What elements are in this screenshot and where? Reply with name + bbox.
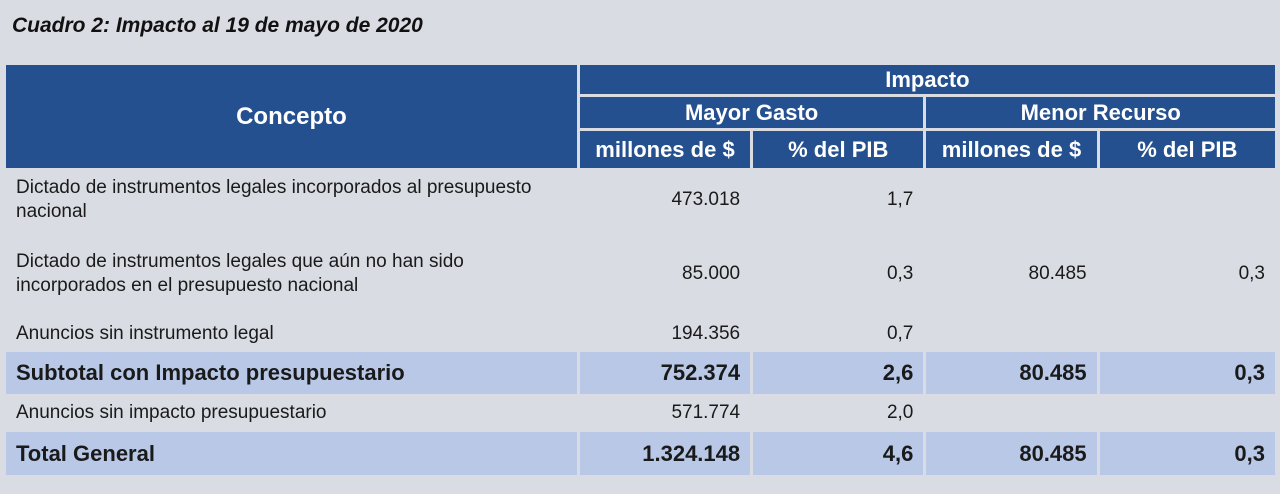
cell-mg-pib: 1,7 xyxy=(753,171,924,228)
cell-mr-millones: 80.485 xyxy=(926,231,1097,316)
cell-mr-pib: 0,3 xyxy=(1099,352,1275,394)
total-row: Total General 1.324.148 4,6 80.485 0,3 xyxy=(6,432,1275,475)
row-label: Total General xyxy=(6,432,577,475)
cell-mr-pib xyxy=(1099,319,1275,349)
header-impacto: Impacto xyxy=(579,65,1275,94)
cell-mg-millones: 752.374 xyxy=(579,352,751,394)
cell-mr-pib xyxy=(1099,171,1275,228)
cell-mg-pib: 0,3 xyxy=(753,231,924,316)
table-title: Cuadro 2: Impacto al 19 de mayo de 2020 xyxy=(12,14,423,37)
header-mayor-gasto: Mayor Gasto xyxy=(579,97,924,128)
cell-mg-millones: 1.324.148 xyxy=(579,432,751,475)
header-mr-millones: millones de $ xyxy=(926,131,1097,168)
impact-table: Concepto Impacto Mayor Gasto Menor Recur… xyxy=(3,62,1278,478)
cell-mr-pib: 0,3 xyxy=(1099,231,1275,316)
cell-mr-millones xyxy=(926,397,1097,429)
row-label: Subtotal con Impacto presupuestario xyxy=(6,352,577,394)
cell-mg-pib: 4,6 xyxy=(753,432,924,475)
cell-mr-millones: 80.485 xyxy=(926,432,1097,475)
cell-mr-millones xyxy=(926,171,1097,228)
cell-mg-pib: 2,0 xyxy=(753,397,924,429)
cell-mr-millones xyxy=(926,319,1097,349)
table-row: Anuncios sin instrumento legal 194.356 0… xyxy=(6,319,1275,349)
row-label: Anuncios sin instrumento legal xyxy=(6,319,577,349)
cell-mr-millones: 80.485 xyxy=(926,352,1097,394)
cell-mg-millones: 473.018 xyxy=(579,171,751,228)
cell-mr-pib xyxy=(1099,397,1275,429)
subtotal-row: Subtotal con Impacto presupuestario 752.… xyxy=(6,352,1275,394)
table-row: Dictado de instrumentos legales que aún … xyxy=(6,231,1275,316)
row-label: Dictado de instrumentos legales que aún … xyxy=(6,231,577,316)
header-mg-millones: millones de $ xyxy=(579,131,751,168)
table-row: Anuncios sin impacto presupuestario 571.… xyxy=(6,397,1275,429)
header-concepto: Concepto xyxy=(6,65,577,168)
header-menor-recurso: Menor Recurso xyxy=(926,97,1275,128)
row-label: Anuncios sin impacto presupuestario xyxy=(6,397,577,429)
cell-mg-pib: 0,7 xyxy=(753,319,924,349)
cell-mg-millones: 194.356 xyxy=(579,319,751,349)
header-mg-pib: % del PIB xyxy=(753,131,924,168)
cell-mg-pib: 2,6 xyxy=(753,352,924,394)
table-row: Dictado de instrumentos legales incorpor… xyxy=(6,171,1275,228)
cell-mg-millones: 85.000 xyxy=(579,231,751,316)
cell-mg-millones: 571.774 xyxy=(579,397,751,429)
header-mr-pib: % del PIB xyxy=(1099,131,1275,168)
cell-mr-pib: 0,3 xyxy=(1099,432,1275,475)
row-label: Dictado de instrumentos legales incorpor… xyxy=(6,171,577,228)
